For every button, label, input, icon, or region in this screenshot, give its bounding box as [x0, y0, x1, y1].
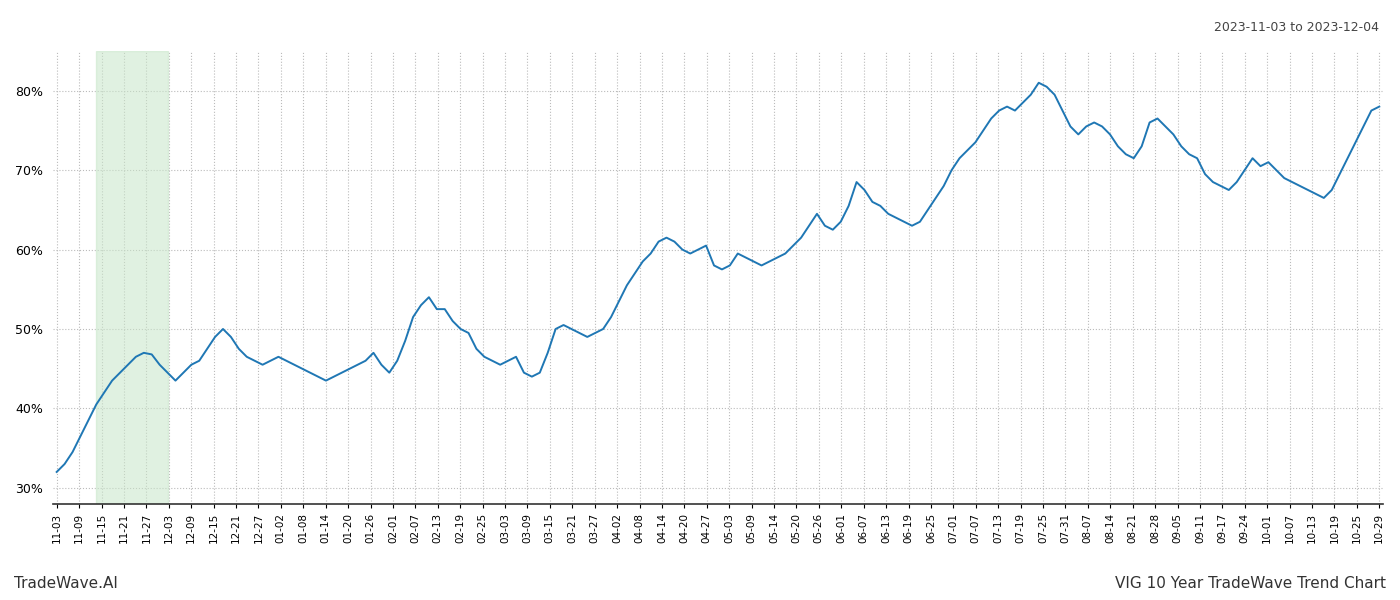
Bar: [97, 51, 168, 504]
Text: VIG 10 Year TradeWave Trend Chart: VIG 10 Year TradeWave Trend Chart: [1114, 576, 1386, 591]
Text: TradeWave.AI: TradeWave.AI: [14, 576, 118, 591]
Text: 2023-11-03 to 2023-12-04: 2023-11-03 to 2023-12-04: [1214, 21, 1379, 34]
